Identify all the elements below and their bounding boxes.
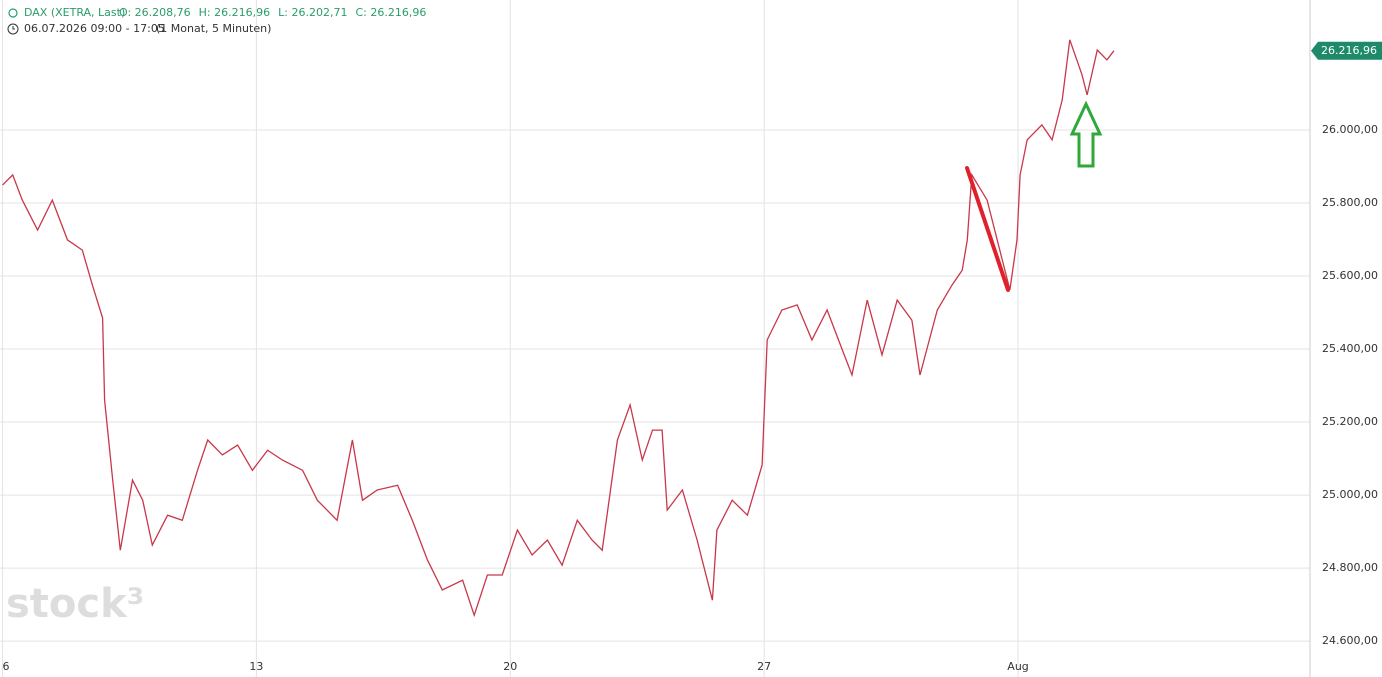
x-tick-label: Aug: [1007, 660, 1028, 673]
x-tick-label: 27: [757, 660, 771, 673]
instrument: DAX (XETRA, Last): [24, 6, 125, 19]
ohlc-value: L: 26.202,71: [278, 6, 347, 19]
clock-icon: [7, 23, 19, 35]
y-tick-label: 25.200,00: [1322, 415, 1378, 428]
clock-hand: [12, 26, 15, 30]
y-tick-label: 25.800,00: [1322, 196, 1378, 209]
ohlc: O: 26.208,76 H: 26.216,96 L: 26.202,71 C: 2…: [119, 6, 426, 19]
last-price-label: 26.216,96: [1321, 44, 1377, 57]
x-tick-label: 13: [249, 660, 263, 673]
y-tick-label: 24.800,00: [1322, 561, 1378, 574]
watermark: stock³: [6, 581, 144, 627]
y-tick-label: 25.000,00: [1322, 488, 1378, 501]
y-tick-label: 26.000,00: [1322, 123, 1378, 136]
x-tick-label: 6: [3, 660, 10, 673]
plot: 26.216,96: [2, 39, 1382, 618]
status-icon: [8, 8, 18, 18]
ohlc-value: O: 26.208,76: [119, 6, 191, 19]
y-tick-label: 24.600,00: [1322, 634, 1378, 647]
y-tick-label: 25.400,00: [1322, 342, 1378, 355]
price-line: [2, 39, 1115, 618]
annotation-arrow: [1069, 100, 1103, 168]
last-price-badge: [1311, 41, 1382, 60]
interval: (1 Monat, 5 Minuten): [156, 22, 271, 35]
ohlc-value: H: 26.216,96: [199, 6, 270, 19]
period: 06.07.2026 09:00 - 17:05: [24, 22, 165, 35]
annotation-line: [965, 166, 1010, 292]
y-tick-label: 25.600,00: [1322, 269, 1378, 282]
x-tick-label: 20: [503, 660, 517, 673]
ohlc-value: C: 26.216,96: [355, 6, 426, 19]
